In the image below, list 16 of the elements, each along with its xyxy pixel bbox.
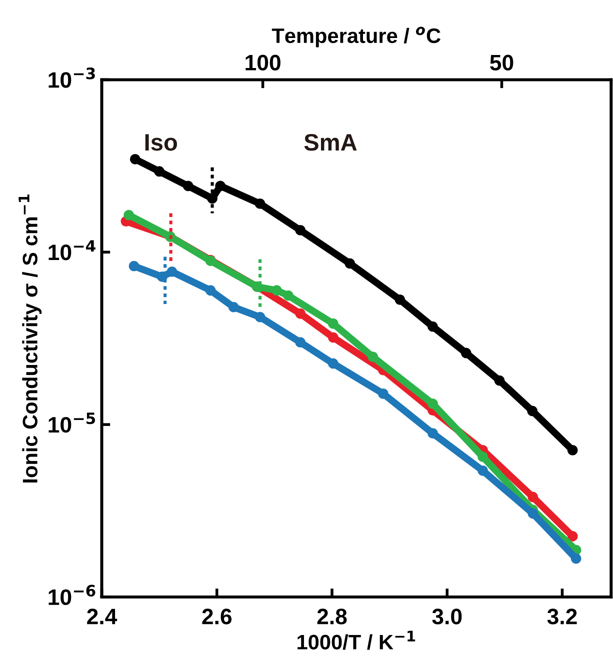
x-tick-label: 3.2	[547, 608, 577, 624]
x2-axis-title: Temperature / $^{o}$C	[272, 26, 440, 48]
y-tick-label: 10$^{−3}$	[48, 68, 95, 88]
y-tick-label: 10$^{−6}$	[48, 584, 96, 606]
y-axis-title: Ionic Conductivity σ / S cm$^{−1}$	[18, 194, 42, 482]
x-tick-label: 2.6	[202, 608, 232, 624]
x-tick-label: 2.4	[87, 608, 118, 624]
x-tick-label: 2.8	[317, 608, 347, 624]
x2-tick-label: 50	[490, 54, 514, 70]
annotation: Iso	[145, 134, 177, 151]
x-axis-title: 1000/T / K$^{−1}$	[298, 630, 416, 650]
y-tick-label: 10$^{−4}$	[48, 240, 96, 260]
y-tick-label: 10$^{−5}$	[48, 412, 96, 433]
x2-tick-label: 100	[246, 54, 280, 70]
x-tick-label: 3.0	[432, 608, 462, 624]
annotation: SmA	[304, 134, 357, 151]
